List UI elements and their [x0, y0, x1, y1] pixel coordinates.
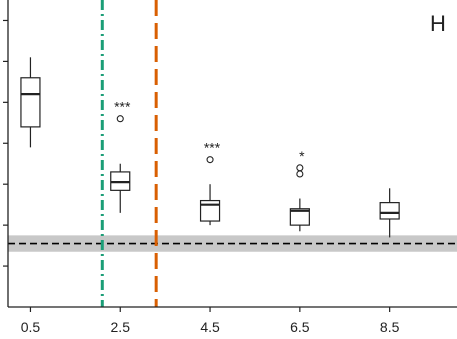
outlier-point: [206, 156, 214, 164]
x-tick-label: 0.5: [21, 319, 41, 335]
box-2: ***: [110, 99, 131, 213]
significance-label: *: [299, 148, 305, 164]
x-tick-label: 4.5: [200, 319, 220, 335]
significance-label: ***: [114, 99, 131, 115]
vertical-lines-layer: [100, 0, 158, 307]
outlier-point: [296, 170, 304, 178]
outlier-point: [296, 164, 304, 172]
y-ticks-layer: [3, 19, 8, 267]
box-1: [20, 57, 41, 148]
x-ticks-layer: 0.5 2.5 4.5 6.5 8.5: [21, 307, 400, 335]
axes-layer: [7, 0, 457, 308]
outlier-point: [116, 115, 124, 123]
box-5: [379, 188, 400, 238]
box-body: [20, 77, 41, 128]
panel-label: H: [430, 11, 446, 36]
x-tick-label: 8.5: [380, 319, 400, 335]
box-body: [379, 202, 400, 220]
significance-label: ***: [204, 140, 221, 156]
box-4: *: [289, 148, 310, 232]
x-tick-label: 6.5: [290, 319, 310, 335]
boxes-layer: *******: [20, 57, 400, 238]
box-3: ***: [199, 140, 221, 226]
box-body: [289, 208, 310, 226]
x-tick-label: 2.5: [111, 319, 131, 335]
